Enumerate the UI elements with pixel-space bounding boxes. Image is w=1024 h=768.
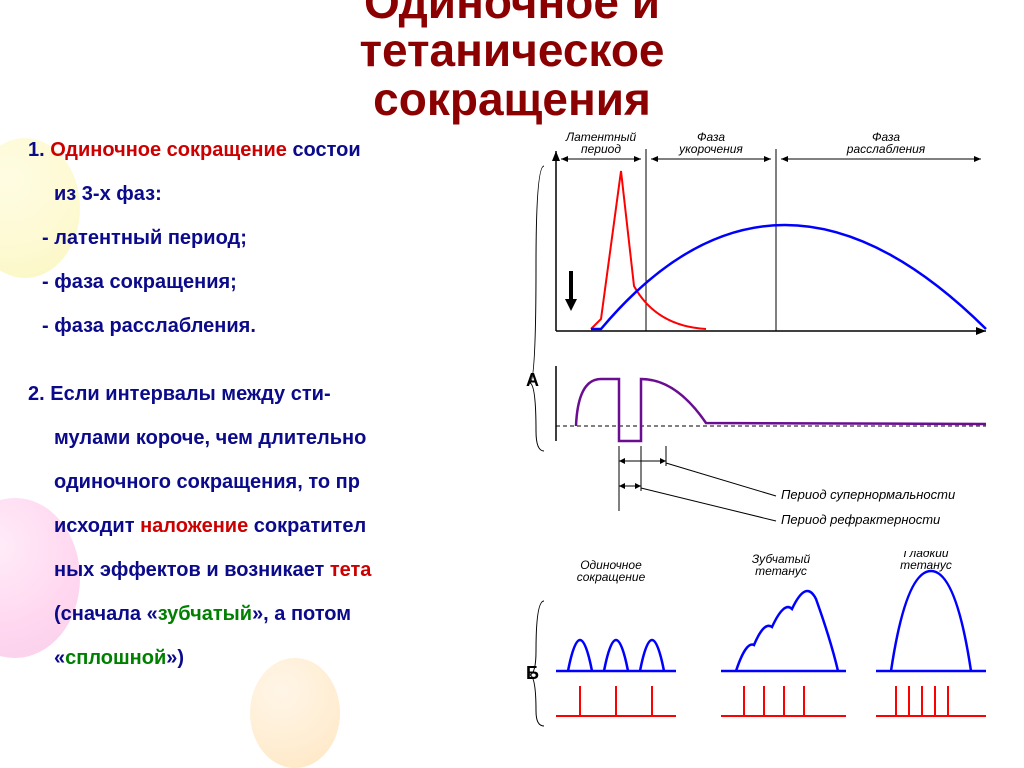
bullet1: - латентный период; xyxy=(28,219,498,257)
item2-d3: сократител xyxy=(254,515,366,537)
label-smooth: Гладкийтетанус xyxy=(900,551,952,572)
label-relaxation: Фазарасслабления xyxy=(846,131,926,156)
item1-a: Одиночное сокращение xyxy=(50,139,292,161)
bullet2: - фаза сокращения; xyxy=(28,263,498,301)
red-curve xyxy=(591,171,706,329)
diagram-column: Латентныйпериод Фазаукорочения Фазарассл… xyxy=(506,131,1016,746)
item2-b: мулами короче, чем длительно xyxy=(28,419,498,457)
bullet3: - фаза расслабления. xyxy=(28,307,498,345)
item2-c: одиночного сокращения, то пр xyxy=(28,463,498,501)
item2-g3: ») xyxy=(166,647,184,669)
label-refract: Период рефрактерности xyxy=(781,512,940,527)
item1-c: из 3-х фаз: xyxy=(28,175,498,213)
blue-curve xyxy=(591,225,986,329)
diagram-A: Латентныйпериод Фазаукорочения Фазарассл… xyxy=(506,131,1016,551)
item2-f2: зубчатый xyxy=(158,603,252,625)
item2-num: 2. xyxy=(28,383,50,405)
serrated-curve xyxy=(736,591,838,671)
item2-d1: исходит xyxy=(54,515,140,537)
diagram-B: Б Одиночноесокращение Зубчатыйтетанус Гл… xyxy=(506,551,1016,746)
title-line3: сокращения xyxy=(373,73,651,125)
page-title: Одиночное и тетаническое сокращения xyxy=(0,0,1024,123)
item1-num: 1. xyxy=(28,139,50,161)
purple-curve xyxy=(576,379,986,441)
item2-d2: наложение xyxy=(140,515,254,537)
text-column: 1. Одиночное сокращение состои из 3-х фа… xyxy=(28,131,498,746)
item2-g1: « xyxy=(54,647,65,669)
title-line2: тетаническое xyxy=(359,24,664,76)
label-single: Одиночноесокращение xyxy=(577,558,646,584)
label-latent: Латентныйпериод xyxy=(565,131,637,156)
item2-e1: ных эффектов и возникает xyxy=(54,559,330,581)
item2-f1: (сначала « xyxy=(54,603,158,625)
smooth-curve xyxy=(891,571,971,671)
item2-f3: », а потом xyxy=(252,603,351,625)
item1-b: состои xyxy=(292,139,360,161)
label-serrated: Зубчатыйтетанус xyxy=(752,552,811,578)
item2-a: Если интервалы между сти- xyxy=(50,383,330,405)
item2-g2: сплошной xyxy=(65,647,166,669)
label-supernorm: Период супернормальности xyxy=(781,487,955,502)
label-shortening: Фазаукорочения xyxy=(678,131,743,156)
item2-e2: тета xyxy=(330,559,372,581)
